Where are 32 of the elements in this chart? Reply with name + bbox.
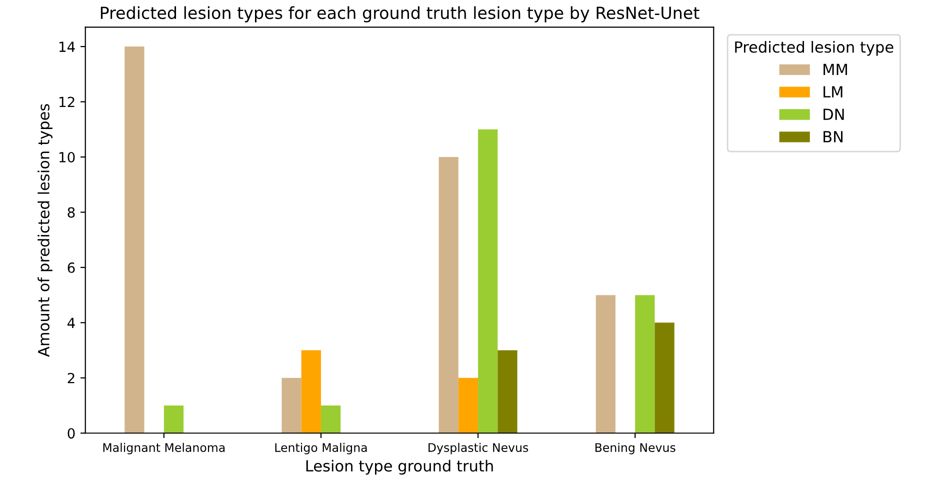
bar bbox=[635, 295, 655, 434]
bar bbox=[438, 157, 458, 434]
bar bbox=[301, 350, 321, 434]
bar bbox=[478, 129, 498, 434]
y-tick-label: 14 bbox=[60, 42, 75, 52]
x-axis-title: Lesion type ground truth bbox=[306, 460, 493, 475]
y-tick-label: 4 bbox=[67, 318, 75, 328]
legend-title: Predicted lesion type bbox=[735, 40, 894, 56]
y-tick-label: 2 bbox=[68, 372, 74, 384]
bar bbox=[498, 350, 518, 434]
bar bbox=[596, 295, 616, 434]
legend-label: MM bbox=[824, 64, 847, 76]
legend-label: DN bbox=[824, 108, 844, 120]
y-tick-label: 8 bbox=[68, 207, 75, 218]
bar bbox=[282, 378, 302, 434]
bar bbox=[654, 322, 674, 434]
x-tick-label: Dysplastic Nevus bbox=[428, 442, 528, 454]
x-tick-label: Malignant Melanoma bbox=[103, 442, 225, 454]
legend-label: BN bbox=[824, 131, 842, 142]
x-tick-label: Bening Nevus bbox=[595, 442, 676, 454]
bar bbox=[320, 406, 341, 434]
y-tick-label: 0 bbox=[68, 428, 75, 439]
bar bbox=[164, 406, 184, 434]
chart-title: Predicted lesion types for each ground truth lesion type by ResNet-Unet bbox=[100, 6, 700, 22]
bar bbox=[124, 46, 144, 434]
y-axis-title: Amount of predicted lesion types bbox=[38, 104, 52, 357]
y-tick-label: 12 bbox=[60, 96, 74, 108]
x-tick-label: Lentigo Maligna bbox=[275, 442, 367, 454]
y-tick-label: 10 bbox=[60, 152, 75, 162]
legend-label: LM bbox=[824, 86, 842, 98]
bar bbox=[458, 378, 478, 434]
y-tick-label: 6 bbox=[68, 262, 75, 273]
